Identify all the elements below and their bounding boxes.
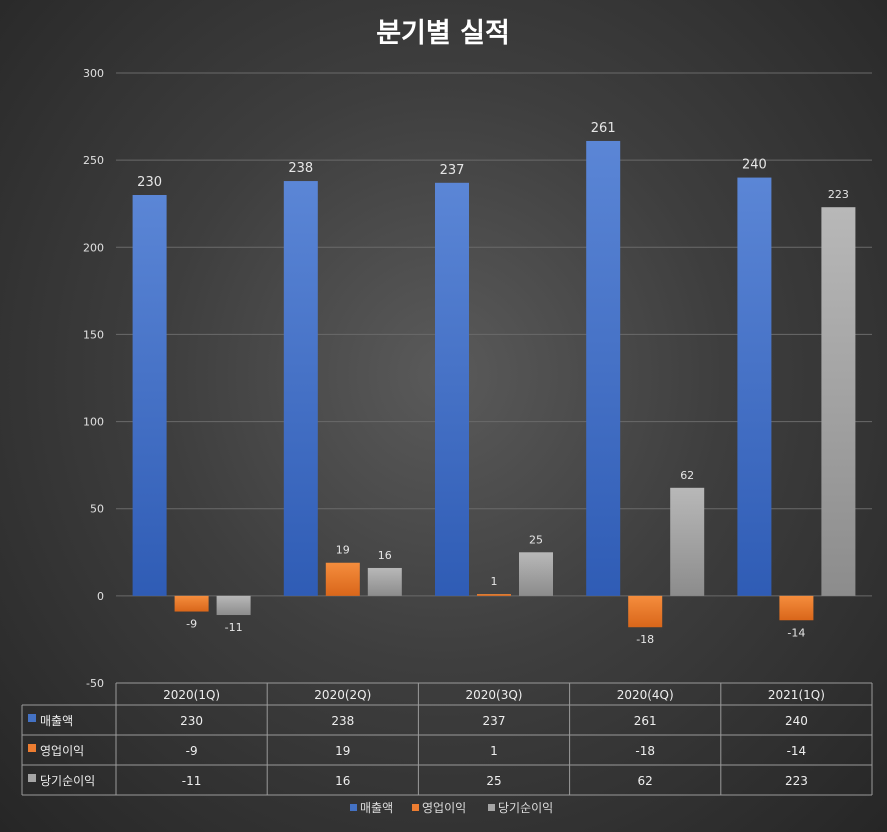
legend-entry: 당기순이익 bbox=[498, 801, 553, 815]
y-tick-label: -50 bbox=[86, 677, 104, 690]
table-row-label: 매출액 bbox=[40, 714, 73, 728]
bar-net-income bbox=[670, 487, 705, 596]
bar-net-income bbox=[216, 595, 251, 616]
table-cell: 62 bbox=[638, 774, 653, 788]
bar-net-income bbox=[821, 207, 856, 596]
table-cell: -18 bbox=[635, 744, 655, 758]
legend-key bbox=[412, 804, 419, 811]
data-labels: 230 238 237 261 240 -9 19 1 -18 -14 -11 16 25 62 223 bbox=[137, 121, 849, 646]
bar-net-income bbox=[519, 552, 553, 596]
x-tick-label: 2020(4Q) bbox=[617, 688, 674, 702]
legend-key bbox=[488, 804, 495, 811]
y-tick-label: 200 bbox=[83, 241, 104, 254]
table-cell: -9 bbox=[186, 744, 198, 758]
y-tick-label: 300 bbox=[83, 67, 104, 80]
table-row-label: 영업이익 bbox=[40, 744, 84, 758]
legend-entry: 영업이익 bbox=[422, 801, 466, 815]
data-table: 2020(1Q) 2020(2Q) 2020(3Q) 2020(4Q) 2021(1Q)… bbox=[21, 682, 873, 796]
y-tick-label: 50 bbox=[90, 503, 104, 516]
bar-operating-profit bbox=[779, 595, 814, 621]
table-legend-key bbox=[28, 744, 36, 752]
bar-revenue bbox=[586, 140, 621, 596]
bar-net-income bbox=[367, 567, 402, 596]
table-cell: -11 bbox=[182, 774, 202, 788]
legend-key bbox=[350, 804, 357, 811]
table-cell: 237 bbox=[483, 714, 506, 728]
table-cell: 1 bbox=[490, 744, 498, 758]
data-label: 19 bbox=[336, 544, 350, 557]
data-label: -11 bbox=[225, 621, 243, 634]
legend-entry: 매출액 bbox=[360, 801, 393, 815]
x-tick-label: 2020(3Q) bbox=[466, 688, 523, 702]
legend: 매출액 영업이익 당기순이익 bbox=[350, 801, 553, 815]
table-legend-key bbox=[28, 774, 36, 782]
table-row-label: 당기순이익 bbox=[40, 774, 95, 788]
bar-operating-profit bbox=[325, 562, 360, 596]
data-label: 230 bbox=[137, 175, 162, 190]
data-label: 25 bbox=[529, 533, 543, 546]
y-tick-label: 250 bbox=[83, 154, 104, 167]
data-label: 1 bbox=[491, 575, 498, 588]
y-axis: -50 0 50 100 150 200 250 300 bbox=[83, 67, 104, 690]
data-label: 62 bbox=[680, 469, 694, 482]
table-legend-key bbox=[28, 714, 36, 722]
data-label: 16 bbox=[378, 549, 392, 562]
table-cell: 240 bbox=[785, 714, 808, 728]
y-tick-label: 150 bbox=[83, 328, 104, 341]
data-label: 261 bbox=[591, 121, 616, 136]
data-label: -9 bbox=[186, 618, 197, 631]
table-cell: 25 bbox=[486, 774, 501, 788]
table-cell: 230 bbox=[180, 714, 203, 728]
chart-title: 분기별 실적 bbox=[376, 18, 510, 49]
data-label: -18 bbox=[636, 633, 654, 646]
bars bbox=[132, 140, 856, 628]
data-label: -14 bbox=[787, 626, 805, 639]
bar-revenue bbox=[435, 182, 469, 596]
data-label: 237 bbox=[440, 163, 465, 178]
data-label: 238 bbox=[288, 161, 313, 176]
bar-operating-profit bbox=[174, 595, 209, 612]
table-cell: -14 bbox=[787, 744, 807, 758]
table-cell: 238 bbox=[331, 714, 354, 728]
y-tick-label: 100 bbox=[83, 416, 104, 429]
grid bbox=[116, 72, 872, 597]
bar-revenue bbox=[283, 181, 318, 596]
data-label: 223 bbox=[828, 188, 849, 201]
y-tick-label: 0 bbox=[97, 590, 104, 603]
table-cell: 19 bbox=[335, 744, 350, 758]
bar-operating-profit bbox=[477, 594, 511, 596]
bar-revenue bbox=[132, 195, 167, 596]
x-tick-label: 2021(1Q) bbox=[768, 688, 825, 702]
table-cell: 16 bbox=[335, 774, 350, 788]
data-label: 240 bbox=[742, 158, 767, 173]
x-tick-label: 2020(1Q) bbox=[163, 688, 220, 702]
bar-operating-profit bbox=[628, 595, 663, 628]
x-tick-label: 2020(2Q) bbox=[314, 688, 371, 702]
table-cell: 261 bbox=[634, 714, 657, 728]
bar-revenue bbox=[737, 177, 772, 596]
table-cell: 223 bbox=[785, 774, 808, 788]
